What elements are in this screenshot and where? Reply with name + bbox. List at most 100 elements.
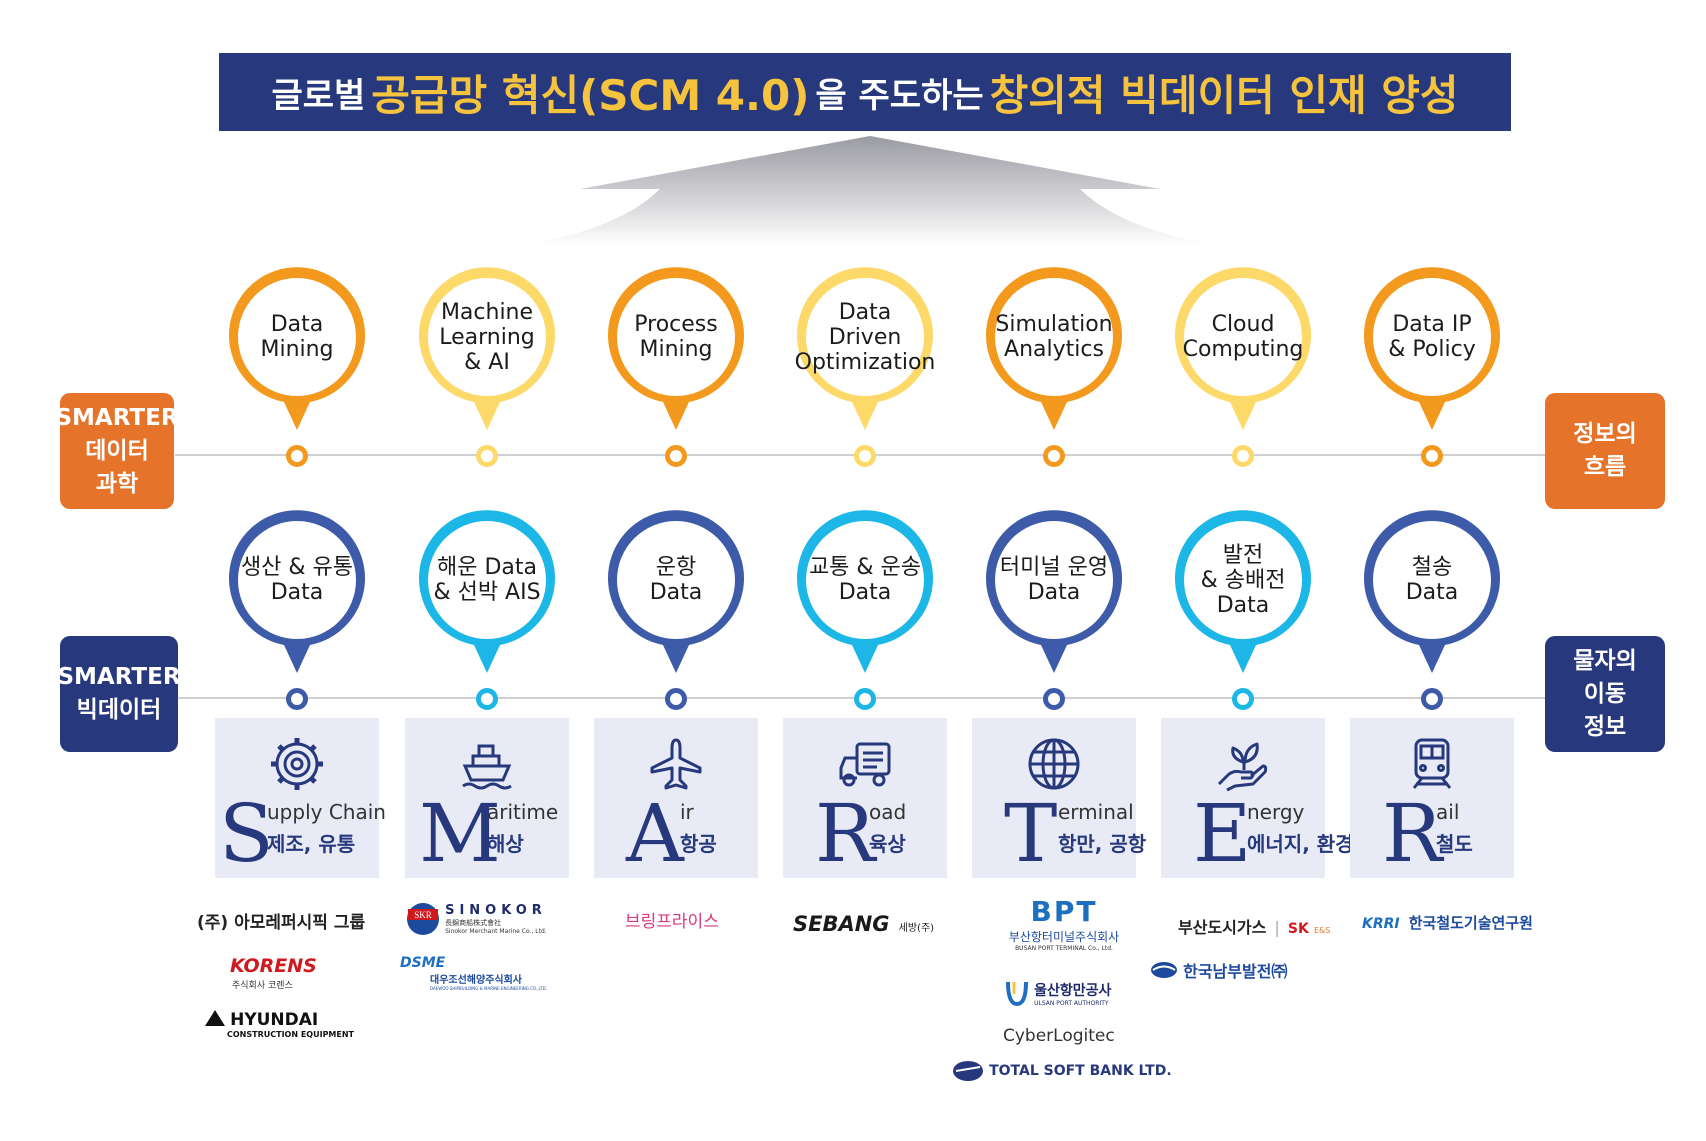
science-timeline-dot [286,445,308,467]
science-pin: Simulation Analytics [979,262,1129,432]
gear-icon [269,736,325,792]
sinokor-text: SINOKOR [445,903,547,918]
sector-korean-label: 철도 [1436,832,1473,856]
map-pin-icon [797,267,933,430]
sector-english-label: ir [680,800,694,824]
science-timeline-dot [854,445,876,467]
data-pin: 생산 & 유통 Data [222,505,372,675]
side-label-line: 데이터 [85,437,149,464]
hyundai-text: HYUNDAI [230,1010,319,1030]
data-timeline-dot [854,688,876,710]
side-label-line: SMARTER [57,664,181,690]
map-pin-icon [986,267,1122,430]
side-label-line: 빅데이터 [76,697,162,723]
total-soft-bank-logo: TOTAL SOFT BANK LTD. [952,1060,1172,1082]
hyundai-sub: CONSTRUCTION EQUIPMENT [227,1030,355,1039]
map-pin-icon [228,510,365,673]
data-pin: 터미널 운영 Data [979,505,1129,675]
upward-arrow-shape [520,136,1220,246]
side-label-line: 과학 [95,470,139,497]
dsme-korean: 대우조선해양주식회사 [430,975,522,986]
ulsan-emblem-icon [1006,981,1028,1007]
map-pin-icon [1175,267,1311,430]
data-timeline-dot [1232,688,1254,710]
truck-icon [837,736,893,792]
skr-emblem-icon: SKR [407,903,439,935]
train-icon [1404,736,1460,792]
side-label-line: 이동 [1583,680,1627,707]
map-pin-icon [419,510,555,673]
data-pin-label: 철송 Data [1405,555,1459,605]
krri-logo: KRRI 한국철도기술연구원 [1362,912,1533,933]
bpt-korean: 부산항터미널주식회사 [1008,930,1120,944]
sinokor-hanja: 長錦商船株式會社 [445,919,502,927]
data-timeline-dot [1043,688,1065,710]
smarter-letter: A [626,787,684,880]
korens-logo: KORENS [230,955,317,977]
science-pin: Data IP & Policy [1357,262,1507,432]
ulsan-en: ULSAN PORT AUTHORITY [1034,999,1109,1007]
sector-english-label: oad [869,800,907,824]
ulsan-korean: 울산항만공사 [1034,982,1112,999]
map-pin-icon [1364,510,1500,673]
science-timeline-dot [1043,445,1065,467]
map-pin-icon [608,267,744,430]
kospo-logo: 한국남부발전㈜ [1150,958,1287,982]
bpt-logo: BPT 부산항터미널주식회사 BUSAN PORT TERMINAL Co., … [1000,895,1128,952]
map-pin-icon [608,510,744,673]
banner-highlight-1: 공급망 혁신(SCM 4.0) [371,70,810,120]
science-pin-label: Cloud Computing [1182,312,1304,362]
data-timeline-dot [286,688,308,710]
busan-city-gas-logo: 부산도시가스 | SK E&S [1178,918,1331,937]
dsme-logo: DSME 대우조선해양주식회사 DAEWOO SHIPBUILDING & MA… [400,955,547,991]
globe-icon [1026,736,1082,792]
dsme-en: DAEWOO SHIPBUILDING & MARINE ENGINEERING… [430,986,547,991]
science-pin-label: Machine Learning & AI [439,299,535,375]
map-pin-icon [986,510,1122,673]
sector-korean-label: 해상 [487,832,524,856]
science-pin: Process Mining [601,262,751,432]
busan-gas-text: 부산도시가스 [1178,918,1267,937]
smarter-letter: S [219,787,274,880]
smarter-letter: E [1193,787,1252,880]
sector-korean-label: 에너지, 환경 [1247,832,1354,856]
smarter-letter: T [1004,787,1058,880]
sector-korean-label: 제조, 유통 [267,832,356,856]
airplane-icon [648,736,704,792]
plant-hand-icon [1215,736,1271,792]
sk-text: SK [1287,921,1309,937]
bpt-text: BPT [1030,895,1098,928]
data-pin-label: 교통 & 운송 Data [808,555,922,605]
sector-english-label: upply Chain [267,800,386,824]
data-timeline-dot [476,688,498,710]
side-label-line: 정보 [1583,713,1627,740]
data-pin-label: 발전 & 송배전 Data [1200,542,1286,618]
science-timeline-dot [476,445,498,467]
science-pin-label: Data Driven Optimization [794,299,936,375]
banner-text-1: 글로벌 [271,75,366,116]
data-pin-label: 터미널 운영 Data [999,555,1109,605]
goods-movement-info-box: 물자의 이동 정보 [1545,636,1665,752]
tsb-emblem-icon [953,1061,983,1081]
smarter-letter: R [815,787,876,880]
side-label-line: 흐름 [1583,454,1627,480]
kospo-text: 한국남부발전㈜ [1183,962,1288,981]
smarter-letter: R [1382,787,1443,880]
science-pin-label: Simulation Analytics [995,312,1113,362]
hyundai-logo: HYUNDAI CONSTRUCTION EQUIPMENT [205,1010,354,1039]
science-pin-label: Process Mining [634,312,718,362]
data-pin: 철송 Data [1357,505,1507,675]
science-timeline-dot [1421,445,1443,467]
map-pin-icon [228,267,365,430]
sinokor-en: Sinokor Merchant Marine Co., Ltd. [445,928,547,935]
science-timeline-dot [1232,445,1254,467]
sector-korean-label: 육상 [869,832,906,856]
korens-sub: 주식회사 코렌스 [232,981,293,991]
data-pin: 운항 Data [601,505,751,675]
cyberlogitec-logo: CyberLogitec [1003,1026,1115,1046]
science-timeline-dot [665,445,687,467]
sector-english-label: nergy [1247,800,1305,824]
